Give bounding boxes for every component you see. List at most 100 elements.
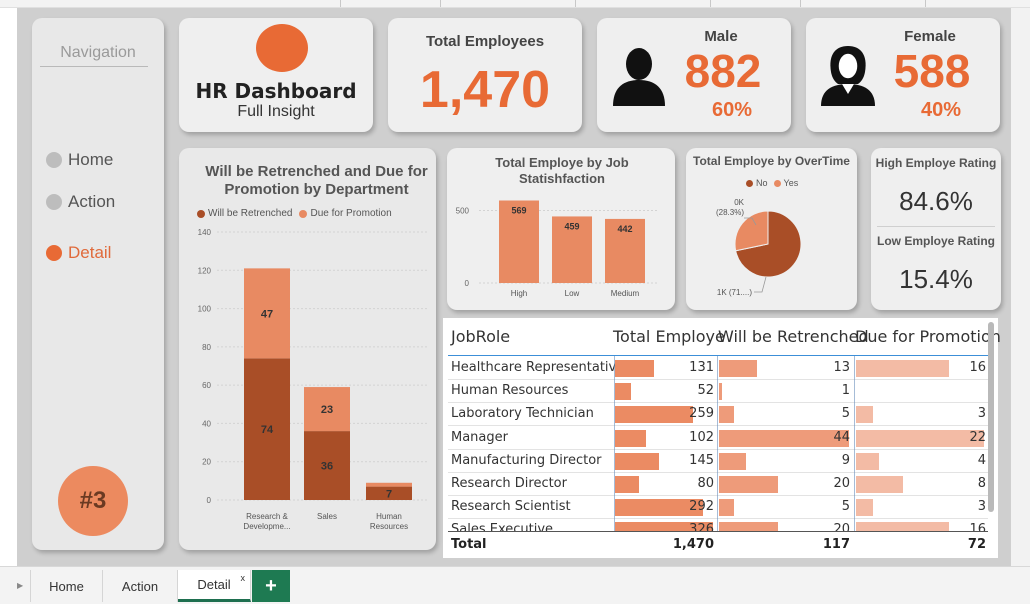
jobrole-cell: Research Scientist xyxy=(451,499,571,515)
table-row[interactable]: Laboratory Technician 259 5 3 xyxy=(448,403,988,427)
promotion-cell: 3 xyxy=(977,406,986,422)
nav-item-label: Action xyxy=(68,192,116,211)
promotion-bar xyxy=(856,452,880,470)
department-chart-legend: Will be Retrenched Due for Promotion xyxy=(197,208,392,219)
table-header-jobrole[interactable]: JobRole xyxy=(451,327,511,346)
table-row[interactable]: Research Scientist 292 5 3 xyxy=(448,496,988,520)
table-header-retrenched[interactable]: Will be Retrenched xyxy=(718,327,869,346)
row-separator xyxy=(448,402,988,404)
data-label: 569 xyxy=(511,205,526,215)
column-divider xyxy=(717,356,718,531)
jobrole-table: JobRole Total Employe Will be Retrenched… xyxy=(443,318,1001,558)
department-chart-title: Will be Retrenched and Due for Promotion… xyxy=(205,163,428,198)
page-subtitle: Full Insight xyxy=(237,103,315,120)
legend-label-yes: Yes xyxy=(783,178,799,188)
data-label-promotion: 23 xyxy=(321,404,333,416)
total-employe-bar xyxy=(615,406,693,424)
x-tick-label: Human xyxy=(376,512,402,521)
tab-scroll-arrow-icon[interactable]: ▶ xyxy=(17,581,24,590)
table-scrollbar[interactable] xyxy=(988,322,994,512)
total-employees-value: 1,470 xyxy=(419,61,551,119)
table-row[interactable]: Research Director 80 20 8 xyxy=(448,473,988,496)
pie-label-yes: 0K xyxy=(734,198,744,207)
legend-dot-retrenched xyxy=(197,209,205,218)
y-tick-label: 60 xyxy=(202,381,211,390)
retrenched-bar xyxy=(719,383,722,401)
bar-job-satisfaction xyxy=(499,200,539,283)
bar-retrenched xyxy=(244,358,290,500)
x-tick-label: Sales xyxy=(317,512,337,521)
total-employees-label: Total Employees xyxy=(425,33,545,50)
legend-dot-promotion xyxy=(299,209,308,218)
nav-radio-icon xyxy=(46,152,62,168)
female-card: Female 588 40% xyxy=(806,18,1000,132)
female-label: Female xyxy=(904,28,956,45)
close-tab-icon[interactable]: x xyxy=(240,573,246,583)
retrenched-bar xyxy=(719,499,734,517)
jobrole-cell: Manufacturing Director xyxy=(451,452,602,468)
bar-promotion xyxy=(304,387,350,432)
retrenched-cell: 13 xyxy=(833,360,850,375)
table-row[interactable]: Manager 102 44 22 xyxy=(448,427,988,450)
total-employe-bar xyxy=(615,476,640,493)
overtime-chart-title: Total Employe by OverTime xyxy=(693,154,850,168)
retrenched-bar xyxy=(719,406,734,424)
x-tick-label: Developme... xyxy=(243,522,290,531)
job-satisfaction-chart-title: Total Employe by Job Statishfaction xyxy=(495,155,629,186)
nav-item-label: Home xyxy=(68,150,114,169)
table-row[interactable]: Healthcare Representative 131 13 16 xyxy=(448,357,988,380)
low-rating-label: Low Employe Rating xyxy=(876,234,995,248)
nav-item-label: Detail xyxy=(68,243,112,262)
jobrole-cell: Human Resources xyxy=(451,383,569,399)
navigation-panel: Navigation Home Action Detail #3 xyxy=(32,18,164,550)
data-label: 459 xyxy=(564,221,579,231)
retrenched-cell: 5 xyxy=(841,499,850,515)
low-rating-value: 15.4% xyxy=(899,264,973,294)
tab-detail[interactable]: Detail x xyxy=(178,570,251,602)
jobrole-cell: Manager xyxy=(451,429,508,445)
rating-card: High Employe Rating 84.6% Low Employe Ra… xyxy=(871,148,1001,310)
table-row[interactable]: Human Resources 52 1 xyxy=(448,380,988,404)
male-label: Male xyxy=(704,28,738,45)
table-header-promotion[interactable]: Due for Promotion xyxy=(855,327,1001,346)
row-separator xyxy=(448,379,988,380)
bar-retrenched xyxy=(366,486,412,500)
department-stacked-bar-chart: 0 20 40 60 80 100 120 140 74 47 Research &Developm… xyxy=(198,228,429,531)
x-tick-label: Medium xyxy=(611,289,640,298)
nav-item-home[interactable]: Home xyxy=(46,150,113,170)
x-tick-label: Research & xyxy=(246,512,288,521)
bar-promotion xyxy=(366,482,412,487)
retrenched-bar xyxy=(719,452,746,470)
tab-action[interactable]: Action xyxy=(103,570,178,602)
bar-job-satisfaction xyxy=(552,216,592,283)
retrenched-cell: 20 xyxy=(833,476,850,491)
total-employe-cell: 292 xyxy=(689,499,714,515)
y-tick-label: 120 xyxy=(198,266,212,275)
toolbar-separator xyxy=(925,0,926,7)
y-tick-label: 0 xyxy=(465,279,470,288)
add-tab-button[interactable]: + xyxy=(252,570,290,602)
navigation-title: Navigation xyxy=(60,44,136,61)
high-rating-value: 84.6% xyxy=(899,186,973,216)
nav-item-detail[interactable]: Detail xyxy=(46,243,111,263)
y-tick-label: 500 xyxy=(456,207,470,216)
row-separator xyxy=(448,471,988,473)
legend-label-no: No xyxy=(756,178,768,188)
toolbar-separator xyxy=(575,0,576,7)
table-header-underline xyxy=(448,355,988,356)
total-employe-cell: 102 xyxy=(689,429,714,445)
high-rating-label: High Employe Rating xyxy=(875,156,997,170)
job-satisfaction-bar-chart: 0 500 569 High 459 Low 442 Medium xyxy=(456,200,659,298)
table-header-total[interactable]: Total Employe xyxy=(613,327,725,346)
totals-promotion: 72 xyxy=(967,537,986,552)
table-row[interactable]: Manufacturing Director 145 9 4 xyxy=(448,450,988,473)
total-employe-bar xyxy=(615,429,646,447)
bar-job-satisfaction xyxy=(605,218,645,283)
nav-item-action[interactable]: Action xyxy=(46,192,115,212)
toolbar-separator xyxy=(710,0,711,7)
rating-divider xyxy=(877,226,995,227)
window-top-strip xyxy=(0,0,1030,8)
promotion-bar xyxy=(856,406,874,424)
row-separator xyxy=(448,518,988,520)
tab-home[interactable]: Home xyxy=(30,570,103,602)
